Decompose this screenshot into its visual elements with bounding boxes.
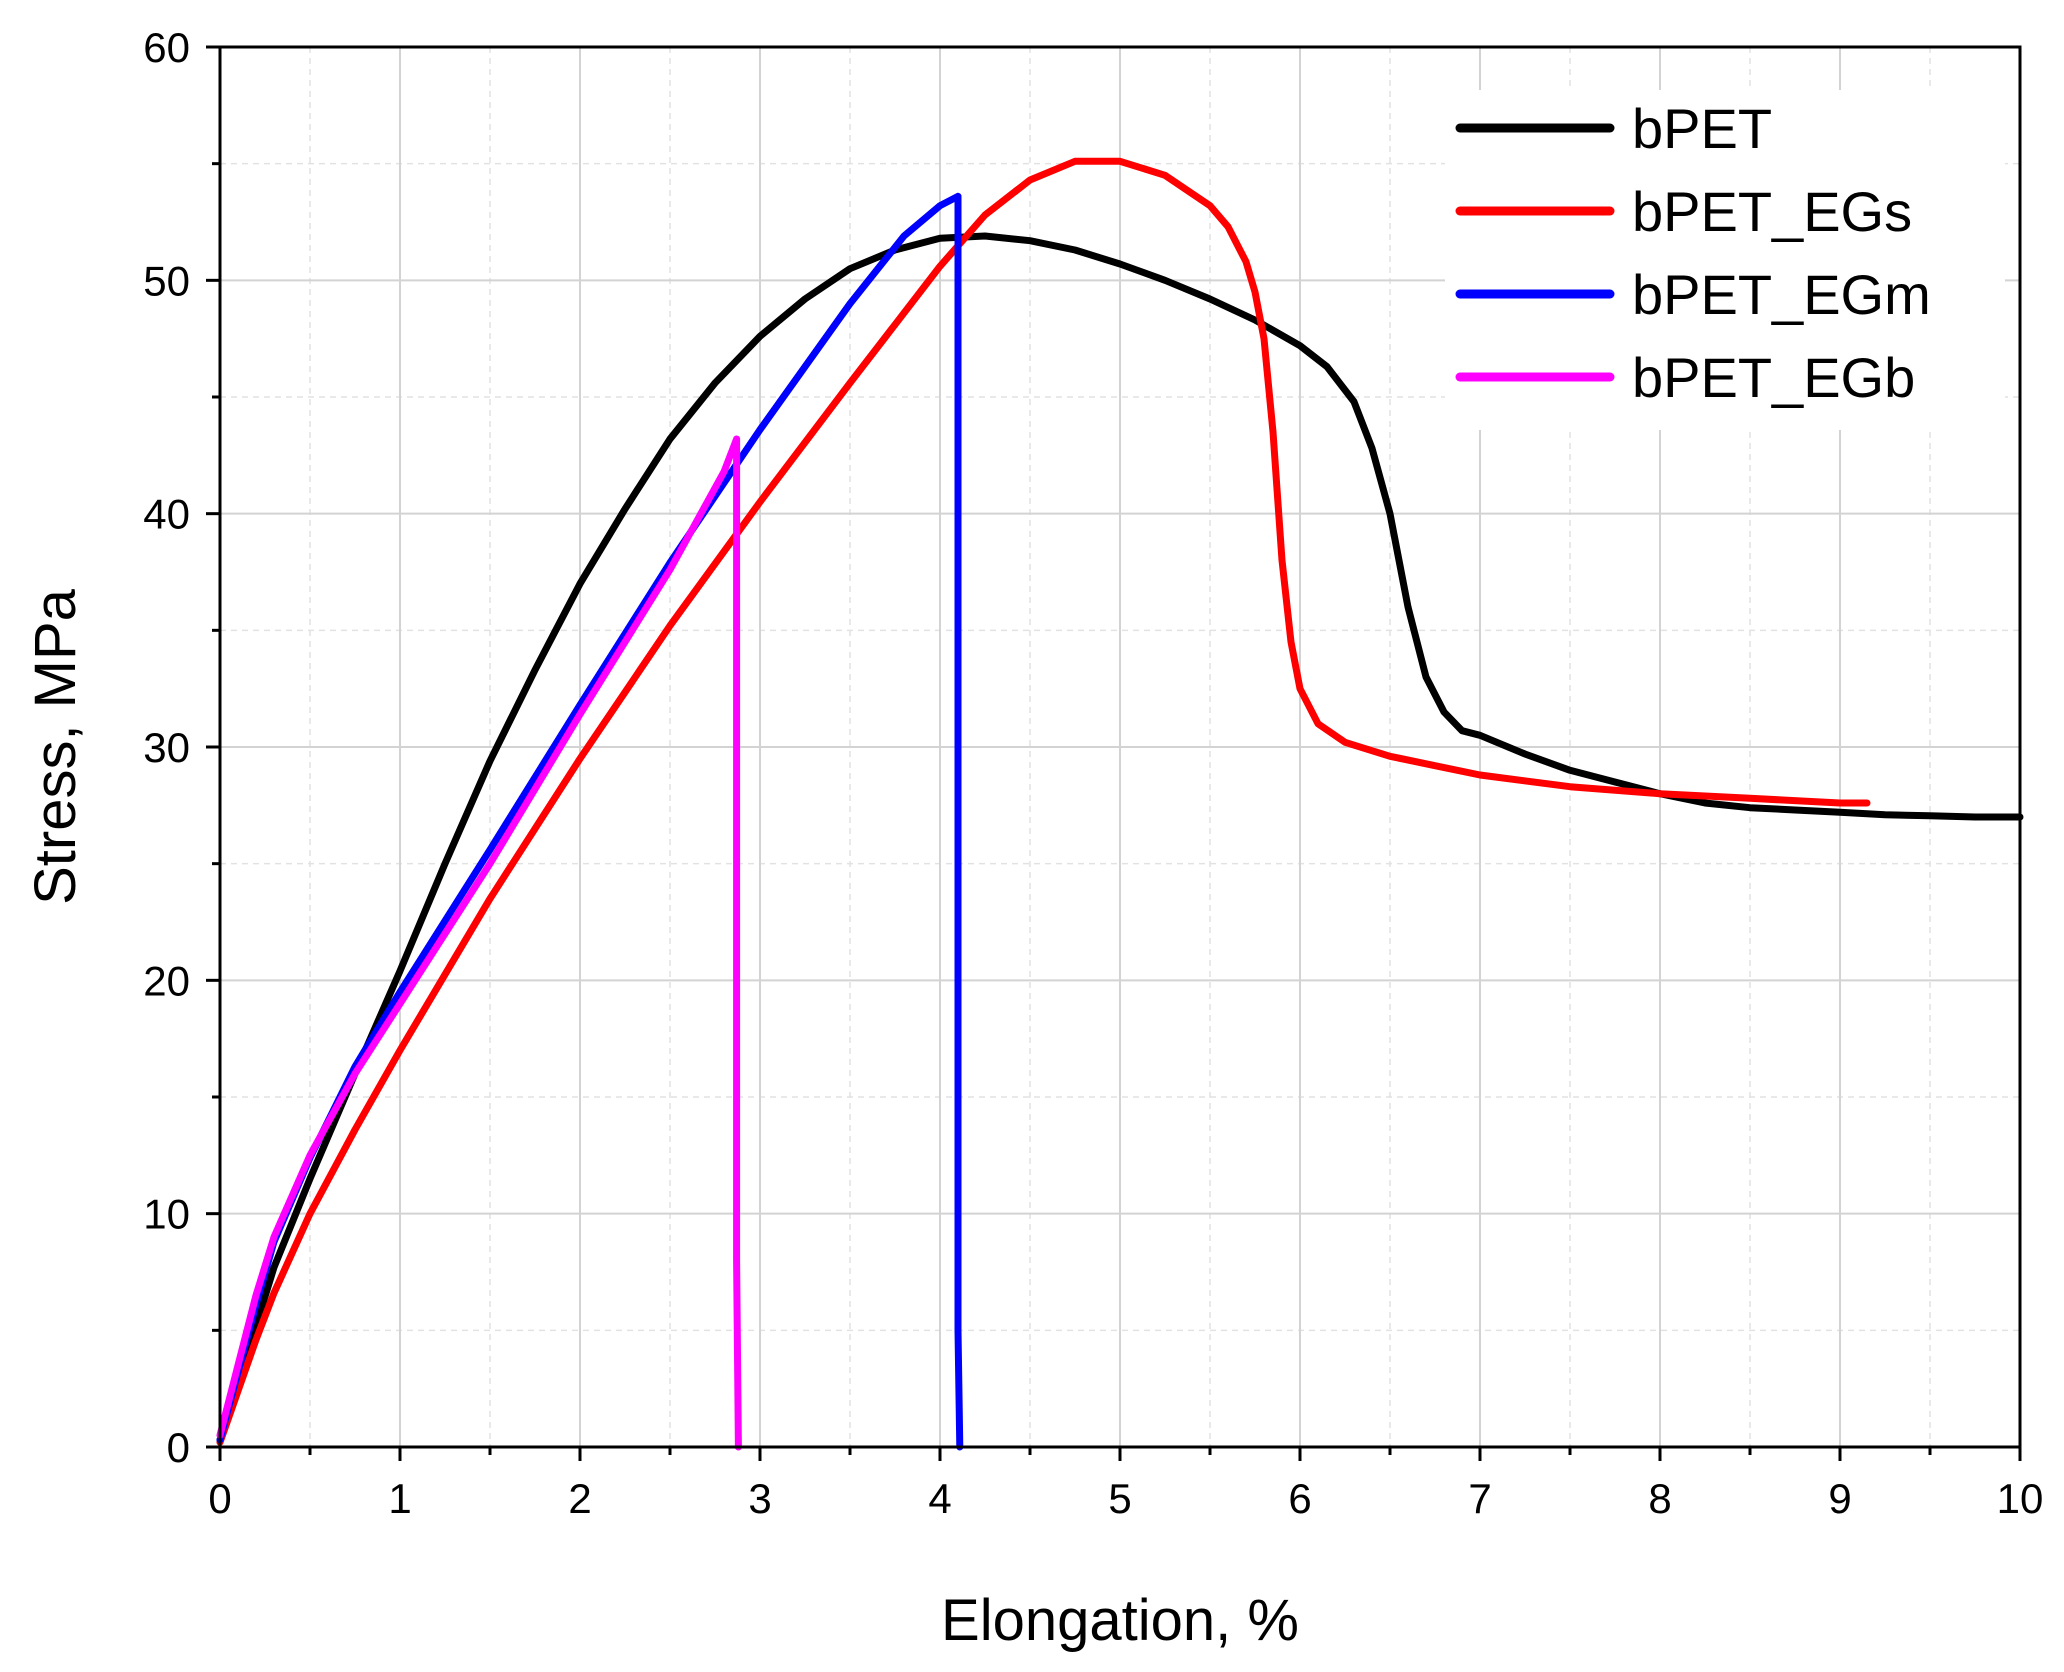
x-tick-label: 5: [1108, 1475, 1131, 1522]
x-tick-label: 2: [568, 1475, 591, 1522]
legend-label-bpet-egm: bPET_EGm: [1632, 263, 1931, 326]
y-axis-title: Stress, MPa: [23, 588, 88, 905]
x-tick-label: 4: [928, 1475, 951, 1522]
series-line-bpet-egb: [216, 435, 742, 1451]
series-line-bpet-egs: [216, 157, 1871, 1446]
x-tick-label: 6: [1288, 1475, 1311, 1522]
legend: bPET bPET_EGs bPET_EGm bPET_EGb: [1455, 97, 1931, 409]
y-tick-label: 20: [143, 957, 190, 1004]
data-series: [216, 157, 2024, 1451]
x-tick-label: 8: [1648, 1475, 1671, 1522]
x-tick-label: 10: [1997, 1475, 2044, 1522]
legend-label-bpet-egb: bPET_EGb: [1632, 346, 1915, 409]
y-tick-label: 50: [143, 257, 190, 304]
y-tick-label: 10: [143, 1191, 190, 1238]
y-tick-label: 30: [143, 724, 190, 771]
legend-label-bpet-egs: bPET_EGs: [1632, 180, 1912, 243]
x-tick-label: 1: [388, 1475, 411, 1522]
y-tick-label: 60: [143, 24, 190, 71]
x-tick-label: 3: [748, 1475, 771, 1522]
y-tick-label: 40: [143, 491, 190, 538]
x-tick-label: 9: [1828, 1475, 1851, 1522]
axis-ticks: 0 1 2 3 4 5 6 7 8 9 10 0 10 20 30 40 50 60: [143, 24, 2043, 1522]
y-tick-label: 0: [167, 1424, 190, 1471]
x-tick-label: 7: [1468, 1475, 1491, 1522]
x-axis-title: Elongation, %: [941, 1588, 1299, 1653]
legend-label-bpet: bPET: [1632, 97, 1772, 160]
x-tick-label: 0: [208, 1475, 231, 1522]
